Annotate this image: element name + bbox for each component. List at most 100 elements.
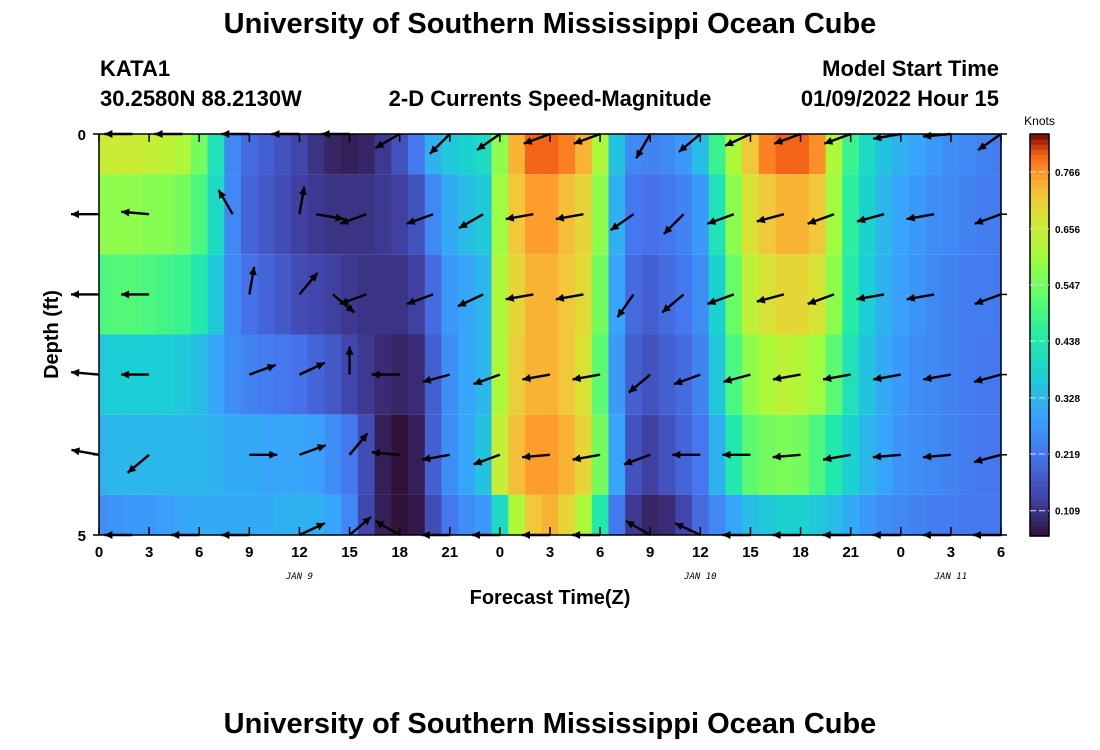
colorbar-segment: [1030, 380, 1049, 386]
heatmap-cell: [424, 134, 443, 175]
heatmap-cell: [825, 254, 843, 335]
heatmap-cell: [658, 414, 676, 495]
heatmap-cell: [758, 414, 777, 495]
heatmap-cell: [842, 134, 860, 175]
heatmap-cell: [892, 494, 910, 535]
vector-head: [922, 531, 931, 539]
heatmap-cell: [842, 254, 860, 335]
heatmap-cell: [508, 174, 526, 255]
current-vector: [772, 452, 801, 461]
current-vector: [104, 531, 133, 539]
colorbar-segment: [1030, 440, 1049, 447]
heatmap-cell: [691, 254, 710, 335]
current-vector: [923, 373, 952, 383]
heatmap-cell: [909, 414, 927, 495]
heatmap-cell: [875, 334, 894, 415]
colorbar-segment: [1030, 254, 1049, 261]
heatmap-cell: [441, 134, 459, 175]
vector-head: [121, 290, 130, 299]
x-axis-title: Forecast Time(Z): [470, 587, 631, 609]
heatmap-cell: [859, 334, 877, 415]
colorbar-segment: [1030, 264, 1049, 271]
heatmap-cell: [909, 334, 927, 415]
heatmap-cell: [859, 494, 877, 535]
heatmap-cell: [140, 174, 159, 255]
heatmap-cell: [508, 334, 526, 415]
heatmap-cell: [424, 174, 443, 255]
heatmap-cell: [124, 134, 142, 175]
current-vector: [672, 450, 701, 459]
current-vector: [625, 519, 651, 537]
x-tick-label: 0: [897, 544, 905, 561]
heatmap-cell: [107, 334, 125, 415]
heatmap-cell: [641, 414, 660, 495]
colorbar-segment: [1030, 149, 1049, 155]
heatmap-cell: [458, 134, 476, 175]
colorbar-segment: [1030, 234, 1049, 241]
x-tick-label: 6: [596, 544, 604, 561]
current-vector: [922, 131, 951, 140]
y-tick-label: 0: [78, 127, 86, 144]
vector-head: [772, 374, 782, 383]
heatmap-cell: [808, 334, 827, 415]
vector-head: [71, 368, 80, 377]
current-vector: [609, 213, 635, 232]
colorbar-segment: [1030, 319, 1049, 326]
heatmap-cell: [959, 254, 977, 335]
vector-head: [674, 522, 684, 531]
heatmap-cell: [608, 494, 626, 535]
vector-head: [429, 145, 439, 154]
vector-head: [422, 454, 431, 463]
colorbar-segment: [1030, 485, 1049, 492]
heatmap-cell: [307, 414, 326, 495]
heatmap-cell: [474, 494, 493, 535]
heatmap-cell: [307, 334, 326, 415]
heatmap-cell: [524, 174, 543, 255]
vector-head: [505, 213, 515, 222]
heatmap-cell: [641, 134, 660, 175]
heatmap-cell: [291, 494, 309, 535]
heatmap-cell: [742, 174, 760, 255]
colorbar-segment: [1030, 194, 1049, 200]
heatmap-cell: [875, 254, 894, 335]
heatmap-cell: [391, 334, 409, 415]
current-vector: [422, 373, 451, 384]
current-vector: [974, 293, 1002, 306]
heatmap-cell: [942, 334, 960, 415]
current-vector: [249, 450, 278, 459]
heatmap-cell: [725, 174, 743, 255]
heatmap-cell: [391, 174, 409, 255]
vector-head: [623, 457, 633, 466]
heatmap-cell: [742, 334, 760, 415]
heatmap-cell: [391, 494, 409, 535]
colorbar-segment: [1030, 510, 1049, 517]
current-vector: [406, 293, 434, 306]
vector-head: [321, 130, 330, 138]
vector-head: [823, 374, 832, 383]
heatmap-cell: [942, 494, 960, 535]
heatmap-cell: [608, 174, 626, 255]
current-vector: [457, 293, 484, 308]
vector-head: [555, 293, 565, 302]
current-vector: [221, 130, 250, 138]
colorbar-tick-label: 0.219: [1055, 450, 1080, 461]
colorbar-segment: [1030, 365, 1049, 371]
vector-head: [823, 454, 832, 463]
heatmap-cell: [775, 254, 793, 335]
vector-head: [71, 290, 79, 299]
current-vector: [348, 432, 369, 456]
heatmap-cell: [708, 174, 726, 255]
heatmap-cell: [658, 174, 676, 255]
current-vector: [476, 133, 501, 152]
heatmap-cell: [792, 414, 810, 495]
heatmap-cell: [625, 254, 643, 335]
heatmap-cell: [859, 174, 877, 255]
colorbar-tick-label: 0.547: [1055, 281, 1080, 292]
heatmap-cell: [491, 494, 509, 535]
heatmap-cell: [758, 174, 777, 255]
x-tick-label: 6: [997, 544, 1005, 561]
model-start-label: Model Start Time: [822, 56, 999, 81]
heatmap-cell: [808, 254, 827, 335]
heatmap-cell: [825, 174, 843, 255]
vector-head: [807, 217, 817, 225]
